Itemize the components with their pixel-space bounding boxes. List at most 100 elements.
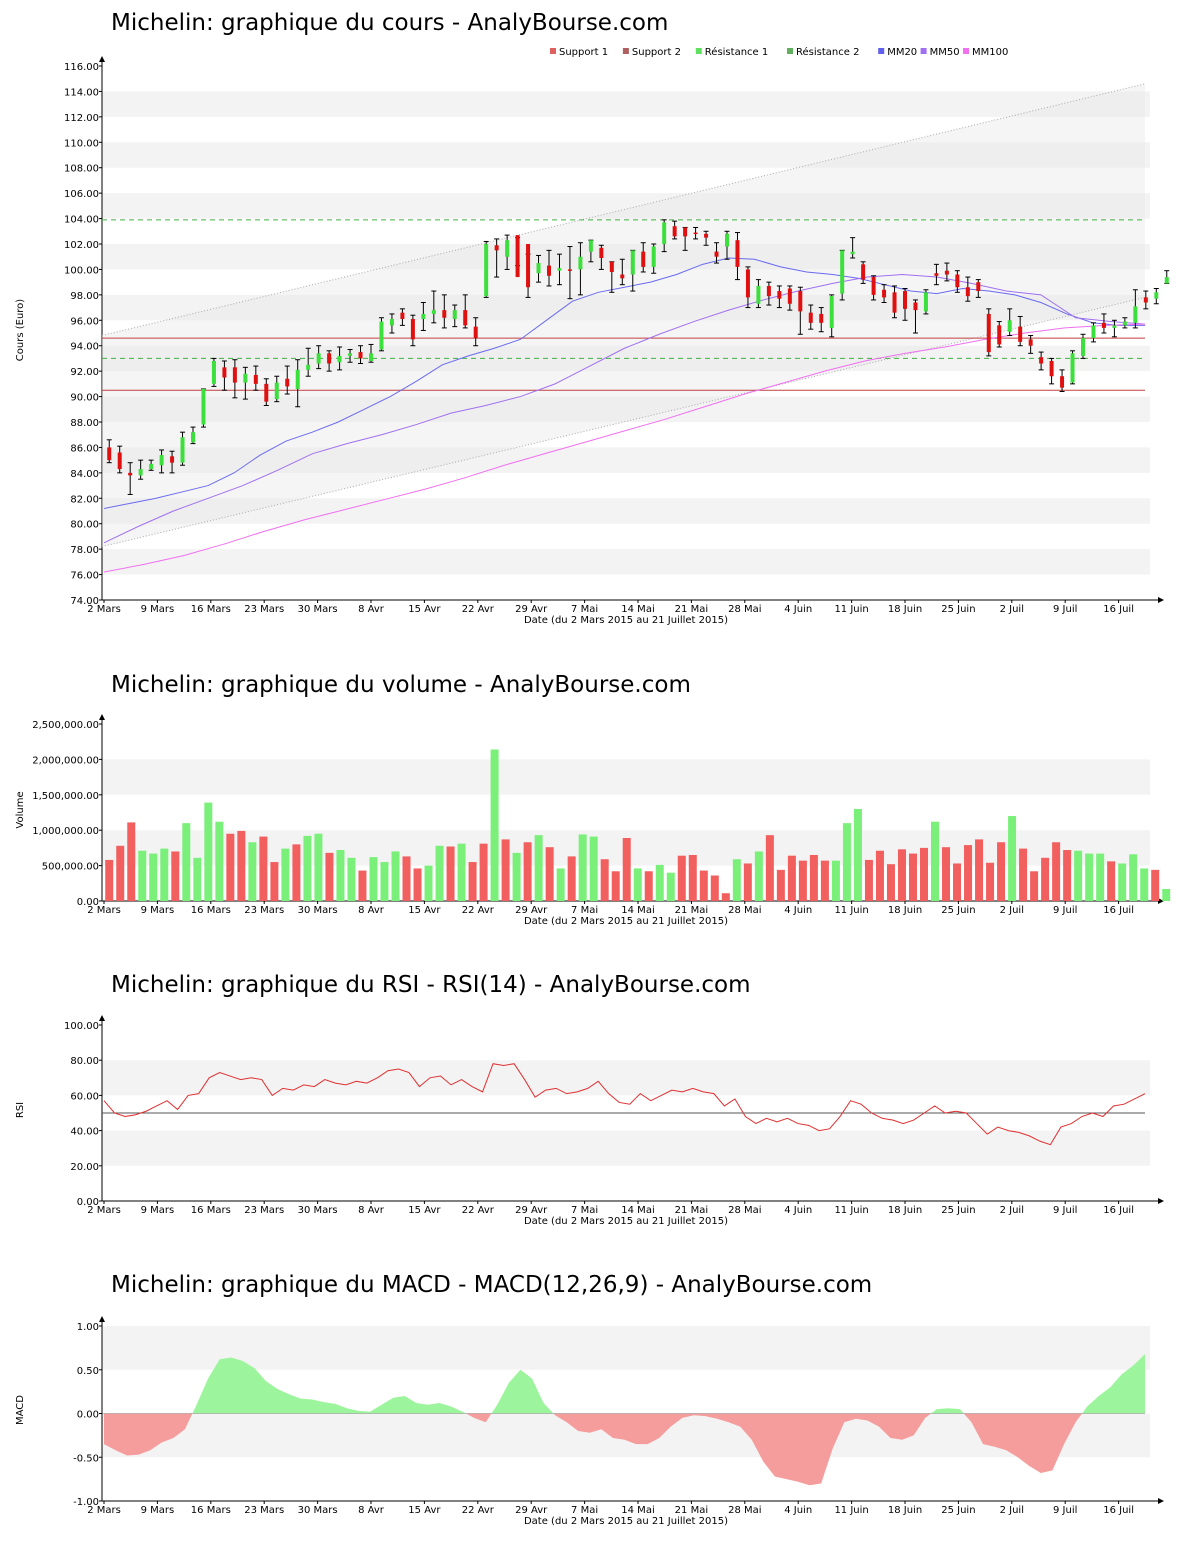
volume-bar (721, 893, 730, 901)
y-tick-label: 84.00 (70, 469, 99, 480)
volume-bar (1096, 853, 1105, 901)
y-tick-label: 102.00 (64, 240, 99, 251)
volume-bar (160, 848, 169, 901)
y-tick-label: 86.00 (70, 443, 99, 454)
x-tick-label: 21 Mai (675, 1205, 708, 1216)
candle-body (316, 353, 321, 364)
volume-chart-title: Michelin: graphique du volume - AnalyBou… (111, 672, 691, 698)
volume-bar (556, 868, 565, 901)
candle-body (253, 374, 258, 384)
x-tick-label: 28 Mai (728, 1505, 761, 1516)
y-axis-title: MACD (15, 1395, 26, 1425)
candle-body (515, 235, 520, 278)
legend-swatch (695, 48, 702, 54)
x-tick-label: 14 Mai (621, 604, 654, 615)
candle-body (620, 274, 625, 279)
y-tick-label: 60.00 (70, 1091, 99, 1102)
volume-bar (765, 835, 774, 901)
candle-body (232, 367, 237, 383)
y-tick-label: 1,500,000.00 (32, 791, 99, 802)
volume-bar (864, 859, 873, 901)
candle-body (913, 302, 918, 311)
x-tick-label: 8 Avr (358, 1505, 385, 1516)
candle-body (494, 245, 499, 251)
x-tick-label: 23 Mars (244, 1505, 284, 1516)
x-tick-label: 16 Juil (1103, 1505, 1134, 1516)
volume-bar (512, 852, 521, 901)
candle-body (191, 432, 195, 443)
y-tick-label: 0.00 (77, 1197, 99, 1208)
x-tick-label: 2 Mars (87, 1205, 121, 1216)
y-tick-label: 82.00 (70, 494, 99, 505)
volume-bar (116, 845, 125, 901)
y-tick-label: 0.00 (77, 1410, 99, 1421)
legend-swatch (622, 48, 629, 54)
volume-bar (964, 845, 973, 901)
candle-body (588, 240, 593, 252)
y-tick-label: 78.00 (70, 545, 99, 556)
candle-body (976, 282, 981, 292)
x-tick-label: 9 Juil (1053, 1505, 1077, 1516)
candle-body (1060, 376, 1065, 388)
volume-bar (831, 860, 840, 901)
volume-bar (204, 802, 213, 901)
price-chart: 74.00 76.00 78.00 80.00 82.00 84.00 86.00 88.00… (15, 46, 1170, 626)
candle-body (201, 388, 206, 425)
candle-body (1133, 306, 1138, 323)
candle-body (526, 244, 531, 288)
x-tick-label: 30 Mars (298, 604, 338, 615)
candle-body (808, 312, 813, 323)
candle-body (1070, 353, 1075, 383)
volume-bar (997, 842, 1006, 901)
candle-body (180, 437, 185, 463)
candle-body (787, 288, 792, 304)
y-tick-label: 40.00 (70, 1127, 99, 1138)
volume-bar (1140, 868, 1149, 901)
candle-body (536, 263, 541, 274)
legend-label: Support 1 (559, 47, 608, 58)
volume-bar (270, 862, 279, 901)
legend-swatch (878, 48, 885, 54)
volume-bar (292, 844, 301, 901)
candle-body (578, 256, 583, 270)
volume-bar (402, 856, 411, 901)
volume-bar (1074, 850, 1083, 901)
candle-body (683, 227, 688, 237)
candle-body (243, 373, 248, 383)
x-tick-label: 2 Juil (1000, 604, 1024, 615)
legend-swatch (920, 48, 927, 54)
y-tick-label: 80.00 (70, 520, 99, 531)
volume-bar (391, 851, 400, 901)
volume-bar (953, 863, 962, 901)
grid-band (102, 498, 1150, 524)
y-tick-label: 1,000,000.00 (32, 826, 99, 837)
volume-bar (479, 843, 488, 901)
legend-label: Résistance 2 (796, 46, 859, 58)
candle-body (547, 265, 551, 276)
volume-bar (589, 836, 598, 901)
candle-body (735, 240, 740, 267)
volume-bar (688, 854, 697, 901)
x-tick-label: 29 Avr (515, 1205, 548, 1216)
candle-body (1018, 326, 1023, 342)
volume-chart-panel: Michelin: graphique du volume - AnalyBou… (0, 640, 1200, 940)
x-tick-label: 25 Juin (941, 1505, 975, 1516)
candle-body (557, 268, 562, 271)
y-tick-label: -1.00 (73, 1497, 99, 1508)
x-tick-label: 15 Avr (408, 1205, 441, 1216)
volume-bar (325, 852, 334, 901)
x-tick-label: 22 Avr (462, 905, 495, 916)
volume-bar (842, 823, 851, 901)
candle-body (117, 452, 122, 470)
trend-channel-fill (102, 83, 1145, 547)
x-tick-label: 29 Avr (515, 1505, 548, 1516)
candle-body (1122, 321, 1127, 326)
candle-body (1112, 325, 1117, 328)
x-tick-label: 21 Mai (675, 1505, 708, 1516)
x-tick-label: 11 Juin (834, 1205, 868, 1216)
x-tick-label: 14 Mai (621, 905, 654, 916)
candle-body (903, 291, 907, 309)
grid-band (102, 1130, 1150, 1166)
x-tick-label: 15 Avr (408, 604, 441, 615)
candle-body (850, 251, 855, 255)
